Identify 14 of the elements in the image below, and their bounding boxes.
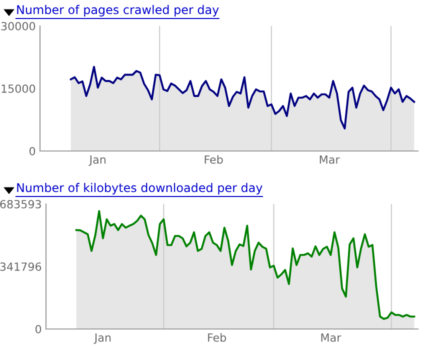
y-tick-label: 683593 [0,200,41,208]
x-tick-label: Mar [320,156,340,164]
y-tick-label: 0 [29,146,36,156]
y-tick-label: 30000 [1,22,36,30]
y-tick-label: 15000 [2,84,36,93]
chart-title: Number of pages crawled per day [17,4,219,16]
x-tick-label: Feb [208,333,226,342]
chart-title: Number of kilobytes downloaded per day [17,182,262,194]
x-tick-label: Jan [88,156,106,166]
x-tick-label: Feb [204,155,223,164]
x-tick-label: Mar [321,334,342,342]
x-tick-label: Jan [94,334,111,344]
y-tick-label: 0 [35,324,42,334]
y-tick-label: 341796 [0,262,42,271]
